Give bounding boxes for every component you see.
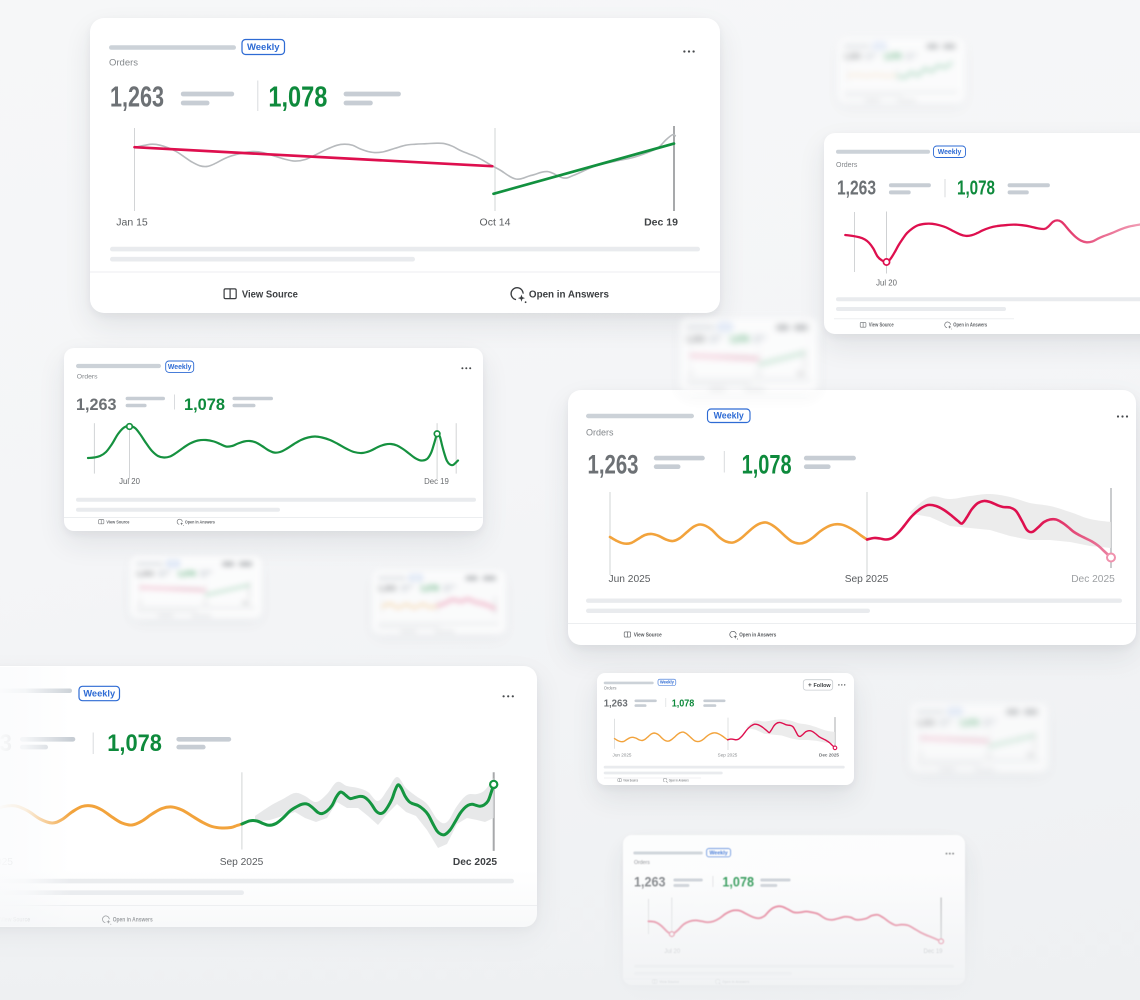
svg-text:Sep 2025: Sep 2025 — [845, 574, 889, 585]
svg-text:Orders: Orders — [109, 58, 138, 69]
svg-text:Open in Answers: Open in Answers — [529, 289, 609, 301]
svg-text:1,263: 1,263 — [604, 698, 628, 710]
svg-text:Jul 20: Jul 20 — [876, 279, 897, 288]
svg-text:Sep 2025: Sep 2025 — [220, 857, 264, 868]
svg-text:1,263: 1,263 — [588, 450, 639, 480]
svg-text:1,078: 1,078 — [742, 450, 792, 480]
svg-text:Dec: Dec — [242, 600, 250, 605]
svg-text:Orders: Orders — [586, 428, 614, 438]
svg-text:Dec 2025: Dec 2025 — [453, 857, 498, 868]
svg-text:Dec 19: Dec 19 — [644, 217, 678, 229]
svg-text:View Source: View Source — [659, 979, 680, 984]
svg-text:Orders: Orders — [77, 374, 98, 381]
svg-text:1,263: 1,263 — [634, 875, 666, 890]
svg-text:Orders: Orders — [604, 685, 617, 690]
svg-text:View Source: View Source — [106, 520, 129, 525]
svg-text:Weekly: Weekly — [938, 149, 962, 156]
svg-text:Oct: Oct — [202, 600, 209, 605]
svg-text:1,263: 1,263 — [136, 569, 154, 578]
svg-text:Weekly: Weekly — [83, 689, 116, 699]
svg-text:Dec: Dec — [1027, 752, 1036, 757]
svg-text:Open in Answers: Open in Answers — [113, 918, 154, 924]
svg-text:1,263: 1,263 — [76, 396, 117, 414]
svg-text:1,078: 1,078 — [178, 569, 196, 578]
svg-text:1,263: 1,263 — [837, 178, 876, 200]
svg-text:Weekly: Weekly — [714, 411, 744, 421]
svg-text:Jul: Jul — [918, 752, 924, 757]
svg-text:Weekly: Weekly — [710, 850, 728, 856]
svg-text:Sep 2025: Sep 2025 — [718, 752, 738, 757]
svg-text:Jul: Jul — [688, 371, 694, 376]
svg-text:1,263: 1,263 — [686, 334, 705, 344]
svg-text:Oct: Oct — [985, 752, 993, 757]
svg-text:Dec 19: Dec 19 — [923, 949, 943, 955]
svg-text:Dec: Dec — [797, 371, 805, 376]
svg-text:Oct: Oct — [755, 371, 762, 376]
svg-text:1,078: 1,078 — [420, 584, 439, 593]
svg-text:Open in Answers: Open in Answers — [722, 979, 750, 984]
svg-text:1,263: 1,263 — [110, 81, 164, 113]
svg-text:Follow: Follow — [814, 683, 832, 689]
svg-text:Open in Answers: Open in Answers — [185, 520, 215, 525]
svg-text:View Source: View Source — [869, 323, 894, 329]
svg-text:1,078: 1,078 — [884, 52, 902, 61]
svg-text:1,078: 1,078 — [672, 698, 695, 710]
svg-text:1,263: 1,263 — [916, 717, 935, 727]
svg-text:Orders: Orders — [836, 162, 858, 169]
svg-text:Jul: Jul — [137, 600, 142, 605]
svg-text:1,078: 1,078 — [722, 875, 754, 890]
svg-text:+: + — [808, 682, 812, 689]
svg-text:Jun 2025: Jun 2025 — [613, 752, 632, 757]
svg-text:Weekly: Weekly — [660, 680, 675, 685]
svg-text:1,078: 1,078 — [184, 396, 225, 414]
svg-text:Jul 20: Jul 20 — [664, 949, 681, 955]
svg-text:Jun 2025: Jun 2025 — [609, 574, 651, 585]
svg-text:Open in Answers: Open in Answers — [953, 323, 987, 329]
svg-text:Weekly: Weekly — [168, 364, 192, 371]
svg-text:Dec 2025: Dec 2025 — [819, 752, 839, 757]
svg-text:View Source: View Source — [623, 778, 638, 782]
svg-text:View Source: View Source — [634, 633, 662, 639]
svg-text:1,078: 1,078 — [730, 334, 749, 344]
svg-text:Oct 14: Oct 14 — [480, 217, 511, 229]
svg-text:Jul 20: Jul 20 — [119, 477, 140, 486]
svg-text:Jan 15: Jan 15 — [116, 217, 148, 229]
svg-text:Weekly: Weekly — [247, 42, 280, 53]
svg-text:Dec 19: Dec 19 — [424, 477, 449, 486]
svg-text:1,263: 1,263 — [844, 52, 862, 61]
svg-text:1,263: 1,263 — [378, 584, 397, 593]
svg-text:1,078: 1,078 — [957, 178, 995, 200]
svg-text:Open in Answers: Open in Answers — [669, 778, 689, 782]
svg-text:Open in Answers: Open in Answers — [739, 633, 776, 639]
svg-text:1,078: 1,078 — [960, 717, 979, 727]
svg-text:1,078: 1,078 — [268, 81, 327, 113]
svg-text:1,078: 1,078 — [107, 730, 162, 757]
svg-text:Dec 2025: Dec 2025 — [1071, 574, 1115, 585]
svg-text:View Source: View Source — [242, 289, 298, 301]
svg-text:Orders: Orders — [634, 860, 650, 866]
